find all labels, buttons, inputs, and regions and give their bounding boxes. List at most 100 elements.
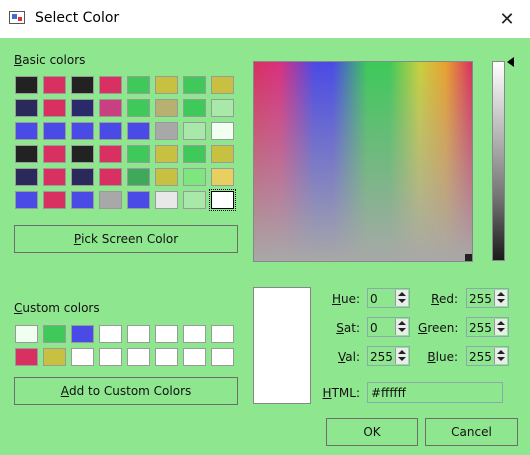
color-swatch[interactable] (127, 191, 150, 209)
color-swatch[interactable] (43, 145, 66, 163)
color-swatch[interactable] (155, 122, 178, 140)
color-swatch[interactable] (71, 99, 94, 117)
cancel-button[interactable]: Cancel (425, 418, 518, 446)
color-swatch[interactable] (183, 191, 206, 209)
color-swatch[interactable] (155, 325, 178, 343)
sat-label: Sat: (336, 321, 360, 335)
html-label: HTML: (322, 386, 360, 400)
basic-colors-label: Basic colors (14, 53, 86, 67)
color-swatch[interactable] (99, 348, 122, 366)
custom-colors-grid (15, 325, 234, 366)
title-bar: Select Color ✕ (0, 0, 530, 38)
color-swatch[interactable] (155, 168, 178, 186)
color-swatch[interactable] (43, 122, 66, 140)
color-spectrum[interactable] (253, 61, 473, 262)
color-swatch[interactable] (127, 122, 150, 140)
color-swatch[interactable] (155, 348, 178, 366)
blue-spinbox[interactable]: 255 (466, 346, 509, 366)
color-swatch[interactable] (99, 76, 122, 94)
spectrum-crosshair[interactable] (465, 254, 472, 261)
spin-arrows-icon[interactable] (395, 319, 408, 335)
color-swatch[interactable] (127, 76, 150, 94)
color-swatch[interactable] (127, 348, 150, 366)
color-swatch[interactable] (71, 122, 94, 140)
html-color-input[interactable]: #ffffff (367, 382, 503, 403)
val-spinbox[interactable]: 255 (367, 346, 410, 366)
color-swatch[interactable] (211, 168, 234, 186)
color-swatch[interactable] (99, 325, 122, 343)
color-swatch[interactable] (211, 76, 234, 94)
color-swatch[interactable] (127, 325, 150, 343)
color-swatch[interactable] (71, 76, 94, 94)
color-swatch[interactable] (183, 122, 206, 140)
ok-button[interactable]: OK (326, 418, 418, 446)
color-swatch[interactable] (211, 122, 234, 140)
color-swatch[interactable] (99, 122, 122, 140)
color-swatch[interactable] (15, 99, 38, 117)
color-swatch[interactable] (71, 191, 94, 209)
color-swatch[interactable] (71, 348, 94, 366)
luminance-arrow-icon[interactable] (507, 57, 514, 67)
color-swatch[interactable] (211, 325, 234, 343)
custom-colors-label: Custom colors (14, 301, 100, 315)
color-swatch[interactable] (99, 191, 122, 209)
color-swatch[interactable] (209, 189, 236, 211)
color-swatch[interactable] (15, 122, 38, 140)
color-swatch[interactable] (183, 348, 206, 366)
spin-arrows-icon[interactable] (494, 290, 507, 306)
color-swatch[interactable] (127, 168, 150, 186)
color-swatch[interactable] (155, 191, 178, 209)
color-swatch[interactable] (211, 145, 234, 163)
color-swatch[interactable] (15, 325, 38, 343)
color-swatch[interactable] (43, 191, 66, 209)
color-swatch[interactable] (43, 348, 66, 366)
color-swatch[interactable] (183, 168, 206, 186)
color-swatch[interactable] (43, 76, 66, 94)
spin-arrows-icon[interactable] (494, 319, 507, 335)
color-swatch[interactable] (71, 325, 94, 343)
basic-colors-grid (15, 76, 236, 211)
color-swatch[interactable] (71, 168, 94, 186)
hue-label: Hue: (331, 292, 360, 306)
color-swatch[interactable] (43, 168, 66, 186)
red-label: Red: (431, 292, 458, 306)
color-swatch[interactable] (71, 145, 94, 163)
luminance-slider[interactable] (492, 61, 505, 261)
hue-spinbox[interactable]: 0 (367, 288, 410, 308)
color-swatch[interactable] (99, 99, 122, 117)
color-swatch[interactable] (183, 145, 206, 163)
color-swatch[interactable] (183, 76, 206, 94)
blue-label: Blue: (427, 350, 458, 364)
color-swatch[interactable] (127, 145, 150, 163)
spin-arrows-icon[interactable] (395, 348, 408, 364)
color-swatch[interactable] (155, 145, 178, 163)
color-swatch[interactable] (15, 76, 38, 94)
spin-arrows-icon[interactable] (395, 290, 408, 306)
app-icon (9, 11, 25, 24)
color-swatch[interactable] (15, 348, 38, 366)
color-swatch[interactable] (183, 99, 206, 117)
color-swatch[interactable] (43, 99, 66, 117)
green-spinbox[interactable]: 255 (466, 317, 509, 337)
color-swatch[interactable] (183, 325, 206, 343)
red-spinbox[interactable]: 255 (466, 288, 509, 308)
color-swatch[interactable] (155, 99, 178, 117)
close-icon: ✕ (499, 8, 515, 30)
color-swatch[interactable] (15, 168, 38, 186)
color-swatch[interactable] (99, 168, 122, 186)
spin-arrows-icon[interactable] (494, 348, 507, 364)
color-swatch[interactable] (99, 145, 122, 163)
color-swatch[interactable] (15, 145, 38, 163)
color-swatch[interactable] (211, 99, 234, 117)
color-swatch[interactable] (43, 325, 66, 343)
close-button[interactable]: ✕ (492, 6, 522, 32)
color-swatch[interactable] (211, 348, 234, 366)
sat-spinbox[interactable]: 0 (367, 317, 410, 337)
color-swatch[interactable] (15, 191, 38, 209)
color-swatch[interactable] (127, 99, 150, 117)
window-title: Select Color (35, 10, 120, 26)
color-swatch[interactable] (155, 76, 178, 94)
green-label: Green: (418, 321, 459, 335)
